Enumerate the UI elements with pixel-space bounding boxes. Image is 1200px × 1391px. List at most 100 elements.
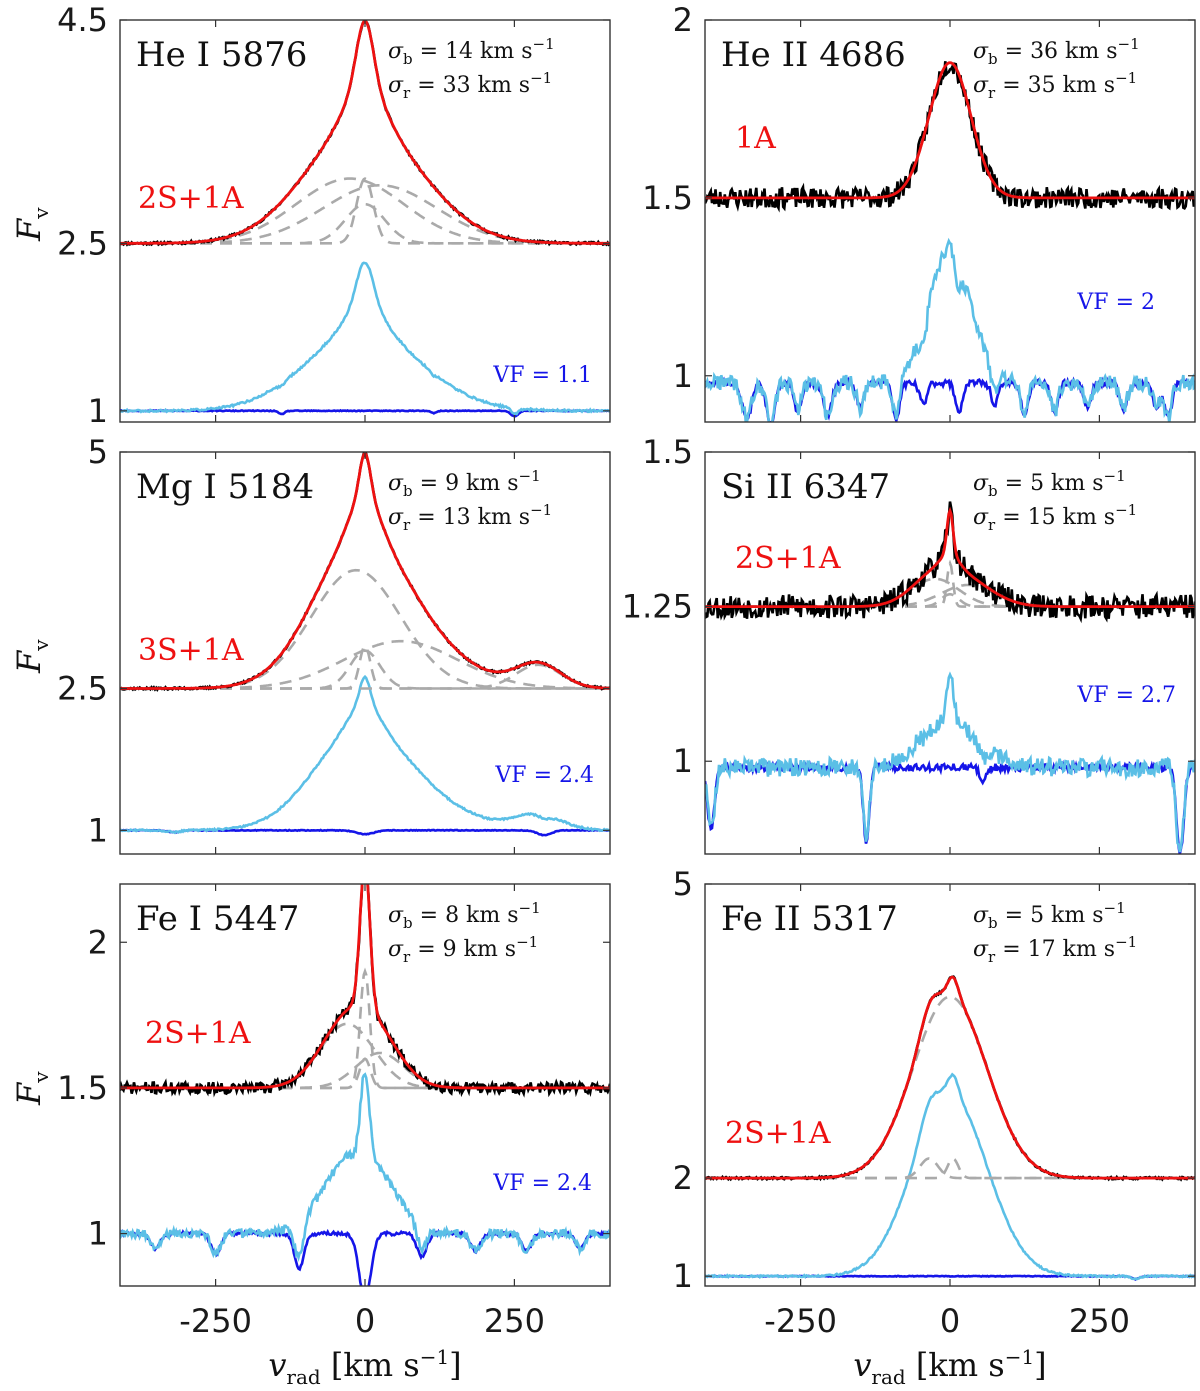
model-fit-line [705, 975, 1195, 1180]
x-tick-label: 250 [484, 1302, 545, 1340]
model-fit-line [705, 61, 1195, 200]
y-label-main: F [10, 1081, 48, 1106]
equals: = [995, 505, 1027, 530]
y-axis-label: Fv [10, 1071, 53, 1106]
sigma-b-label: σb = 5 km s−1 [973, 467, 1126, 500]
model-label: 1A [735, 121, 776, 156]
vf-label: VF = 2 [1076, 290, 1155, 315]
x-tick-label: -250 [179, 1302, 252, 1340]
sigma-exponent: −1 [530, 69, 552, 87]
model-fit-line [705, 506, 1195, 608]
equals: = [998, 39, 1030, 64]
sigma-unit: km s [1044, 903, 1103, 928]
equals: = [998, 471, 1030, 496]
x-label-units: [km s [906, 1346, 1005, 1384]
model-label: 3S+1A [138, 633, 244, 668]
sigma-symbol: σ [388, 73, 404, 98]
sigma-symbol: σ [973, 937, 989, 962]
sigma-unit: km s [457, 937, 516, 962]
veiled-spectrum-line [705, 759, 1195, 854]
sigma-r-value: 35 [1028, 73, 1056, 98]
y-axis-label: Fv [10, 207, 53, 242]
sigma-subscript: b [988, 482, 998, 500]
panel-title-text: Si II 6347 [721, 467, 890, 507]
y-tick-label: 5 [88, 433, 108, 471]
sigma-symbol: σ [973, 903, 989, 928]
sigma-subscript: b [403, 50, 413, 68]
sigma-b-label: σb = 36 km s−1 [973, 35, 1140, 68]
y-tick-label: 2 [88, 923, 108, 961]
vf-prefix: VF = [1076, 290, 1141, 315]
residual-profile-line [120, 261, 610, 416]
equals: = [413, 471, 445, 496]
sigma-unit: km s [1044, 471, 1103, 496]
residual-profile-line [705, 1072, 1195, 1281]
y-tick-label: 1 [673, 742, 693, 780]
sigma-subscript: b [988, 914, 998, 932]
y-tick-label: 2 [673, 1159, 693, 1197]
y-tick-label: 1.25 [622, 588, 693, 626]
sigma-subscript: r [403, 948, 411, 966]
sigma-exponent: −1 [519, 467, 541, 485]
panel-title: Fe II 5317 [721, 899, 898, 939]
observed-spectrum-line [120, 884, 610, 1098]
equals: = [995, 937, 1027, 962]
y-tick-label: 2.5 [57, 669, 108, 707]
veiled-spectrum-line [120, 1228, 610, 1286]
x-label-main: v [853, 1346, 871, 1384]
sigma-unit: km s [459, 903, 518, 928]
sigma-b-value: 36 [1030, 39, 1058, 64]
sigma-b-label: σb = 8 km s−1 [388, 899, 541, 932]
plot-area [705, 975, 1195, 1281]
y-label-main: F [10, 649, 48, 674]
equals: = [998, 903, 1030, 928]
plot-area [705, 501, 1195, 854]
sigma-r-value: 13 [443, 505, 471, 530]
sigma-symbol: σ [973, 471, 989, 496]
vf-prefix: VF = [492, 363, 557, 388]
y-axis-label: Fv [10, 639, 53, 674]
panel-title: Si II 6347 [721, 467, 890, 507]
y-tick-label: 1.5 [57, 1069, 108, 1107]
vf-value: 2 [1141, 290, 1155, 315]
sigma-unit: km s [471, 505, 530, 530]
sigma-b-label: σb = 5 km s−1 [973, 899, 1126, 932]
sigma-r-label: σr = 15 km s−1 [973, 501, 1137, 534]
y-tick-label: 4.5 [57, 1, 108, 39]
sigma-r-label: σr = 35 km s−1 [973, 69, 1137, 102]
sigma-exponent: −1 [533, 35, 555, 53]
x-label-close: ] [449, 1346, 461, 1384]
model-label: 2S+1A [725, 1116, 831, 1151]
equals: = [413, 39, 445, 64]
residual-profile-line [120, 1072, 610, 1262]
sigma-subscript: r [403, 516, 411, 534]
sigma-subscript: r [988, 948, 996, 966]
equals: = [410, 505, 442, 530]
vf-label: VF = 2.7 [1076, 683, 1176, 708]
panel-title-text: He I 5876 [136, 35, 307, 75]
x-tick-label: 0 [940, 1302, 960, 1340]
residual-profile-line [120, 674, 610, 835]
x-tick-label: -250 [764, 1302, 837, 1340]
equals: = [413, 903, 445, 928]
sigma-r-value: 15 [1028, 505, 1056, 530]
y-tick-label: 2.5 [57, 224, 108, 262]
x-axis-label: vrad [km s−1] [853, 1345, 1046, 1389]
residual-profile-line [705, 237, 1195, 422]
panel-title-text: He II 4686 [721, 35, 906, 75]
x-label-exp: −1 [1005, 1345, 1034, 1369]
sigma-unit: km s [1056, 73, 1115, 98]
panel-title-text: Mg I 5184 [136, 467, 314, 507]
sigma-unit: km s [459, 471, 518, 496]
sigma-subscript: b [403, 914, 413, 932]
sigma-subscript: b [988, 50, 998, 68]
sigma-subscript: r [988, 516, 996, 534]
equals: = [410, 937, 442, 962]
sigma-b-value: 9 [445, 471, 459, 496]
sigma-unit: km s [1058, 39, 1117, 64]
observed-spectrum-line [705, 61, 1195, 213]
